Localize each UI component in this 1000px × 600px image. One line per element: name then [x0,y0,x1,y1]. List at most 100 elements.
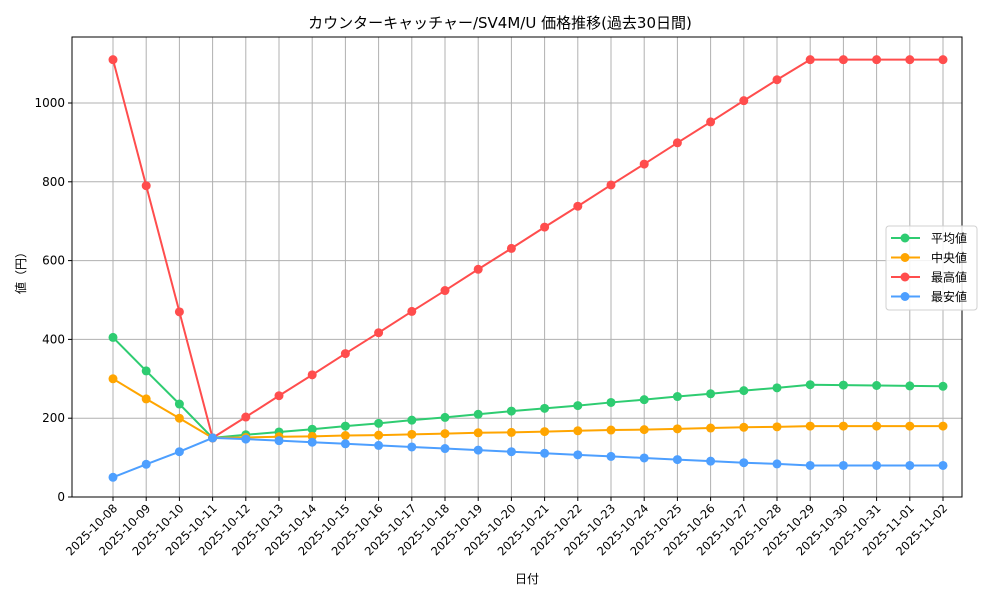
data-point [407,429,417,439]
data-point [141,459,151,469]
y-tick-label: 800 [42,175,65,189]
data-point [706,117,716,127]
data-point [473,428,483,438]
data-point [108,472,118,482]
data-point [639,453,649,463]
data-point [340,349,350,359]
data-point [805,421,815,431]
data-point [606,180,616,190]
data-point [772,459,782,469]
data-point [108,332,118,342]
data-point [573,450,583,460]
data-point [540,448,550,458]
data-point [340,431,350,441]
data-point [506,427,516,437]
y-tick-label: 600 [42,254,65,268]
data-point [340,439,350,449]
data-point [739,386,749,396]
data-point [241,434,251,444]
data-point [440,412,450,422]
legend-label: 最高値 [931,270,967,285]
data-point [407,415,417,425]
y-tick-label: 400 [42,332,65,346]
legend-marker [900,292,910,301]
data-point [672,455,682,465]
data-point [838,421,848,431]
data-point [772,383,782,393]
data-point [174,307,184,317]
plot-frame [71,36,963,498]
data-point [540,427,550,437]
legend-label: 中央値 [931,250,967,265]
data-point [706,456,716,466]
data-point [905,421,915,431]
data-point [938,421,948,431]
data-point [772,422,782,432]
data-point [141,181,151,191]
data-point [540,403,550,413]
data-point [407,442,417,452]
data-point [307,424,317,434]
data-point [141,394,151,404]
data-point [639,425,649,435]
data-point [706,389,716,399]
data-point [872,460,882,470]
data-point [174,447,184,457]
series-line [108,433,948,482]
data-point [307,370,317,380]
data-point [374,430,384,440]
data-point [407,306,417,316]
data-point [838,55,848,65]
legend-label: 最安値 [931,289,967,304]
data-point [241,412,251,422]
y-tick-label: 200 [42,411,65,425]
data-point [739,96,749,106]
data-point [805,460,815,470]
data-point [805,55,815,65]
data-point [838,460,848,470]
data-point [938,55,948,65]
data-point [440,429,450,439]
data-point [473,409,483,419]
data-point [905,55,915,65]
data-point [473,445,483,455]
data-point [573,201,583,211]
data-point [606,397,616,407]
data-point [573,426,583,436]
data-point [639,395,649,405]
data-point [739,458,749,468]
series-line [108,55,948,443]
legend-marker [900,233,910,243]
data-point [440,444,450,454]
data-point [872,380,882,390]
data-point [938,381,948,391]
legend-label: 平均値 [931,231,967,246]
data-point [274,391,284,401]
data-point [772,75,782,85]
data-point [506,406,516,416]
data-point [374,440,384,450]
data-point [872,55,882,65]
data-point [672,424,682,434]
data-point [108,55,118,65]
data-point [307,437,317,447]
y-tick-label: 1000 [34,96,65,110]
data-point [174,413,184,423]
data-point [606,451,616,461]
legend-marker [900,253,910,262]
data-point [872,421,882,431]
data-point [340,421,350,431]
data-point [938,460,948,470]
x-axis-label: 日付 [515,572,539,586]
data-point [374,328,384,338]
grid [72,37,962,498]
data-point [739,422,749,432]
data-point [374,418,384,428]
data-point [108,374,118,384]
data-point [838,380,848,390]
data-point [672,138,682,148]
data-point [905,460,915,470]
data-point [639,159,649,169]
